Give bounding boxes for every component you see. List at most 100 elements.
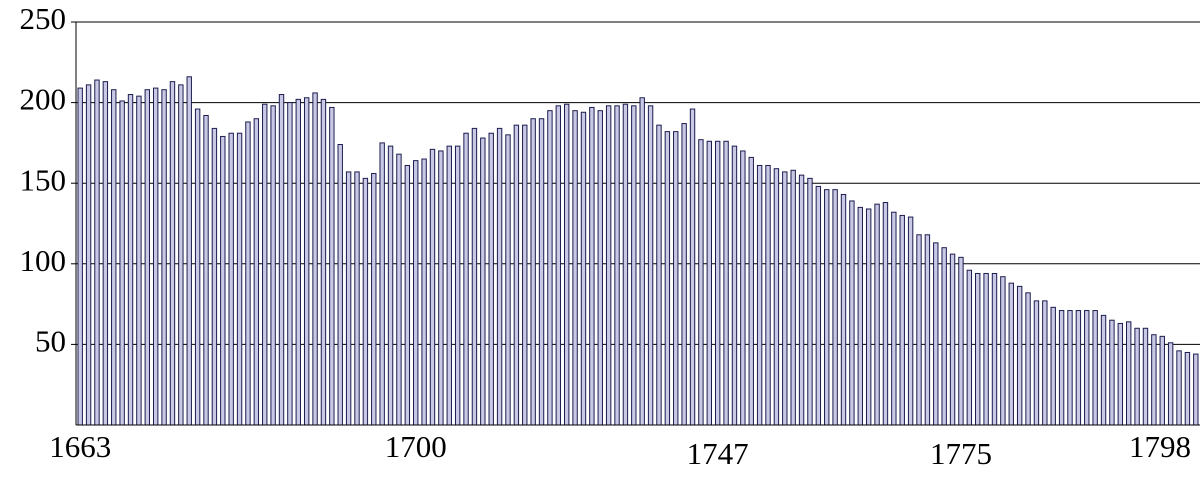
bar [287, 102, 293, 426]
bar [765, 164, 771, 426]
bar [1050, 306, 1056, 426]
bar [1016, 285, 1023, 426]
bar [312, 92, 318, 426]
bar [597, 110, 603, 426]
bar [748, 156, 754, 426]
bar [639, 97, 645, 426]
bar [1033, 300, 1040, 426]
bar [253, 118, 260, 426]
bar [857, 206, 863, 426]
y-tick-label: 250 [20, 1, 67, 36]
bar [488, 132, 494, 426]
bar [731, 145, 738, 426]
bar [1092, 310, 1098, 426]
bar [714, 140, 721, 426]
bar [530, 118, 536, 426]
bar [136, 95, 142, 426]
bar [1042, 300, 1048, 426]
bar [446, 145, 452, 426]
bar [228, 132, 234, 426]
bar [429, 148, 436, 426]
bar [371, 173, 377, 426]
bar [454, 145, 461, 426]
bar [522, 124, 528, 426]
bar [161, 89, 167, 426]
bar [807, 177, 813, 426]
bar [1142, 327, 1149, 426]
bar [656, 124, 662, 426]
bar [396, 153, 402, 426]
bar [345, 171, 352, 426]
bar [220, 135, 226, 426]
bar [580, 111, 587, 426]
bar [589, 106, 595, 426]
bar [379, 142, 385, 426]
bar [564, 103, 570, 426]
bar [1193, 353, 1199, 426]
bar [413, 160, 419, 426]
bar [631, 105, 637, 426]
bar [421, 158, 427, 426]
bar [1117, 322, 1124, 426]
bar [270, 105, 276, 426]
bar [1000, 276, 1006, 426]
bar [815, 185, 822, 426]
bar [211, 127, 218, 426]
bar [111, 89, 117, 426]
bar [941, 247, 947, 426]
bar [681, 123, 687, 426]
bar [354, 171, 360, 426]
bar [865, 208, 872, 426]
bar [798, 174, 805, 426]
bar [438, 150, 444, 426]
x-tick-label: 1798 [1129, 429, 1191, 464]
bar [203, 114, 209, 426]
bar [555, 105, 562, 426]
bar [975, 272, 981, 426]
bar [899, 214, 905, 426]
bar [194, 108, 201, 426]
bar [362, 177, 369, 426]
bar [152, 87, 159, 426]
bar [320, 98, 327, 426]
bar [496, 127, 503, 426]
bar [404, 164, 411, 426]
bar [933, 242, 939, 426]
bar [295, 98, 301, 426]
bar [1176, 350, 1182, 426]
bar [1058, 310, 1065, 426]
y-tick-label: 50 [35, 324, 66, 359]
bar [463, 132, 469, 426]
bar [1184, 351, 1191, 426]
bar [949, 253, 956, 426]
bar [891, 211, 897, 426]
bar [169, 81, 176, 426]
bar [924, 234, 931, 426]
bar [1075, 310, 1082, 426]
bar [480, 137, 486, 426]
bar [614, 105, 620, 426]
bar [471, 127, 478, 426]
bar [756, 164, 763, 426]
bar [840, 193, 847, 426]
bar [1084, 310, 1090, 426]
bar [874, 203, 880, 426]
y-tick-label: 150 [20, 162, 67, 197]
bar [907, 216, 914, 426]
bar [1167, 342, 1174, 426]
bar [647, 105, 654, 426]
bar [1159, 335, 1165, 426]
bar [119, 100, 125, 426]
bar [303, 97, 310, 426]
bar [605, 105, 612, 426]
bar [991, 272, 998, 426]
bar [723, 140, 729, 426]
bar [882, 202, 889, 426]
bar [1134, 327, 1140, 426]
bar [706, 140, 712, 426]
bar [236, 132, 243, 426]
bar [337, 144, 343, 426]
bar [262, 103, 268, 426]
